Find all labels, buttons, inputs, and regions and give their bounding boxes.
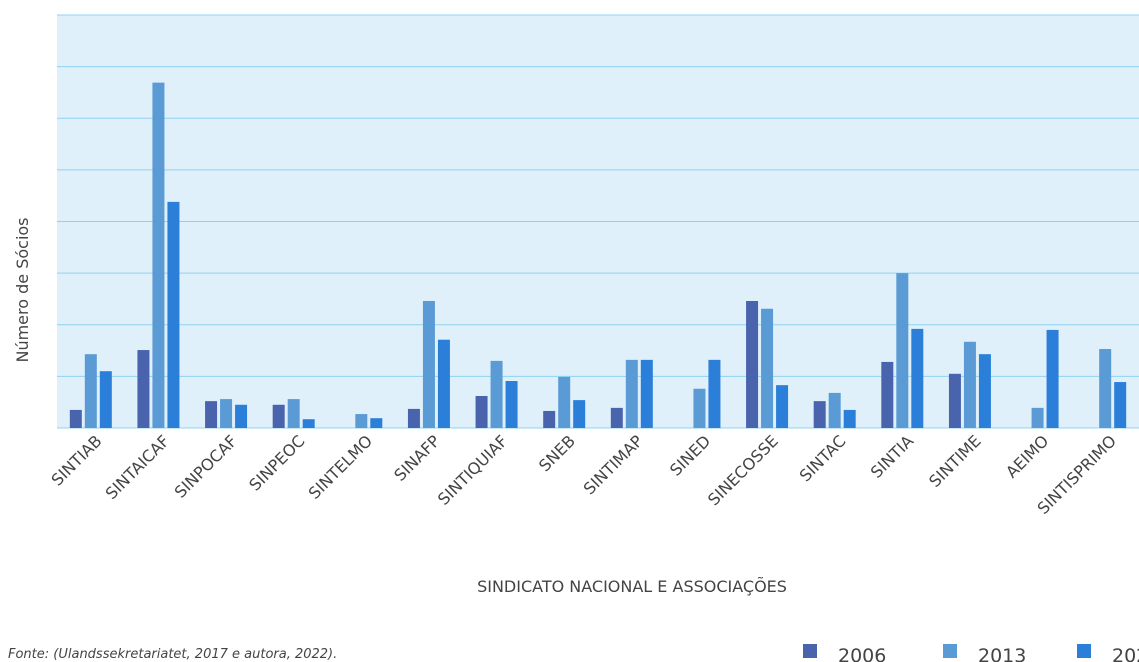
bar <box>843 409 856 428</box>
x-tick-label: SINPEOC <box>245 431 308 494</box>
bar <box>302 419 315 428</box>
bar <box>1031 407 1044 428</box>
bar <box>235 404 248 428</box>
bar <box>746 301 759 428</box>
bar <box>69 409 82 428</box>
bar <box>761 308 774 428</box>
bar <box>558 376 571 428</box>
bar <box>167 201 180 428</box>
x-tick-label: SINTIMAP <box>580 431 647 498</box>
bar <box>370 418 383 428</box>
bar <box>1114 382 1127 428</box>
bar <box>205 401 218 428</box>
x-tick-label: SINTIME <box>925 431 985 491</box>
bar <box>776 385 789 428</box>
bar <box>422 301 435 428</box>
x-tick-label: SINTIAB <box>47 431 105 489</box>
bar <box>1099 349 1112 428</box>
bar <box>813 401 826 428</box>
bar <box>287 399 300 428</box>
legend-label: 2006 <box>838 645 886 662</box>
bar <box>152 82 165 428</box>
source-note: Fonte: (Ulandssekretariatet, 2017 e auto… <box>8 647 337 662</box>
bar <box>505 381 518 428</box>
legend-swatch <box>1077 644 1091 658</box>
bar <box>911 328 924 428</box>
bar <box>610 407 623 428</box>
legend-swatch <box>943 644 957 658</box>
bar <box>99 371 112 428</box>
y-axis-label: Número de Sócios <box>13 217 32 362</box>
x-axis-label: SINDICATO NACIONAL E ASSOCIAÇÕES <box>477 577 787 596</box>
x-tick-label: SINTELMO <box>305 431 376 502</box>
x-tick-label: SINED <box>666 431 714 479</box>
x-tick-label: SINTIA <box>867 431 917 481</box>
x-tick-label: SINPOCAF <box>171 431 241 501</box>
bar <box>708 359 721 428</box>
bar <box>543 410 556 428</box>
bar <box>137 350 150 428</box>
bar <box>963 341 976 428</box>
bar <box>1046 329 1059 428</box>
x-tick-label: SNEB <box>535 431 579 475</box>
bar <box>693 388 706 428</box>
legend-label: 2022 <box>1112 645 1139 662</box>
bar <box>475 395 488 428</box>
bar <box>896 273 909 428</box>
bar <box>84 354 97 428</box>
legend-swatch <box>803 644 817 658</box>
legend-label: 2013 <box>978 645 1026 662</box>
bar <box>573 400 586 428</box>
bar <box>272 404 285 428</box>
bar <box>978 354 991 428</box>
bar <box>220 399 233 428</box>
bar <box>881 361 894 428</box>
bar <box>490 360 503 428</box>
bar <box>640 359 653 428</box>
x-tick-label: SINTAICAF <box>102 431 174 503</box>
x-tick-label: SINAFP <box>390 431 444 485</box>
bar <box>828 392 841 428</box>
bar <box>407 408 420 428</box>
bar <box>948 373 961 428</box>
bar <box>355 414 368 428</box>
x-tick-label: SINTIQUIAF <box>434 431 511 508</box>
x-tick-label: SINTAC <box>796 431 850 485</box>
x-tick-label: AEIMO <box>1002 431 1052 481</box>
x-tick-label: SINECOSSE <box>704 431 782 509</box>
bar <box>437 339 450 428</box>
bar <box>625 359 638 428</box>
